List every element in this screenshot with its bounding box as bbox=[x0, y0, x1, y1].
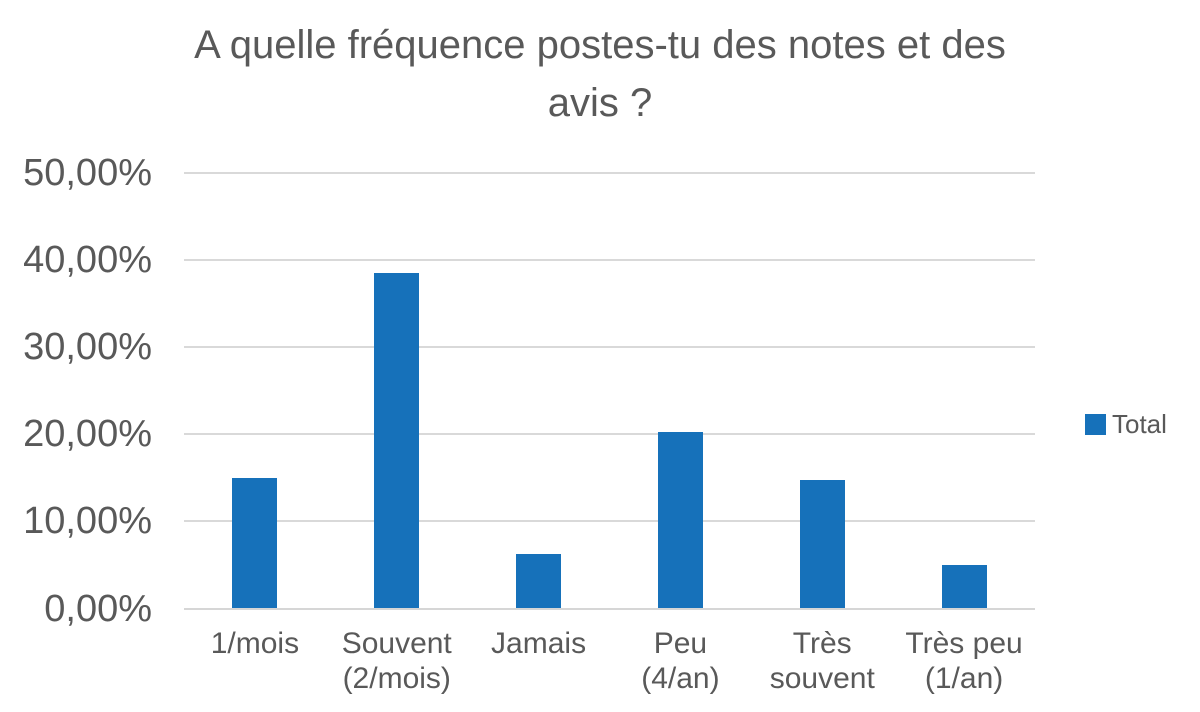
bar bbox=[799, 479, 845, 609]
x-axis-category-label-line: Très bbox=[792, 627, 852, 660]
x-axis-category-label: Très souvent bbox=[751, 626, 893, 696]
x-axis-category-label: Peu (4/an) bbox=[610, 626, 752, 696]
x-axis-category-label-line: Très peu bbox=[905, 627, 1023, 660]
x-axis-category-label-line: Souvent bbox=[341, 627, 452, 660]
y-axis-tick-label: 20,00% bbox=[23, 413, 152, 456]
x-axis-category-label-line: souvent bbox=[769, 662, 875, 695]
x-axis-category-label-line: (1/an) bbox=[924, 662, 1004, 695]
bar bbox=[374, 273, 420, 609]
x-axis-category-label-line: Peu bbox=[653, 627, 708, 660]
x-axis-category-label-line: Jamais bbox=[491, 627, 587, 660]
chart-title-line: A quelle fréquence postes-tu des notes e… bbox=[194, 23, 1006, 67]
y-axis-tick-label: 10,00% bbox=[23, 500, 152, 543]
gridline bbox=[184, 346, 1035, 349]
bar bbox=[232, 477, 278, 609]
gridline bbox=[184, 172, 1035, 174]
bar bbox=[516, 553, 562, 609]
chart-title-line: avis ? bbox=[547, 81, 653, 125]
x-axis-category-label: Jamais bbox=[468, 626, 610, 661]
chart-title: A quelle fréquence postes-tu des notes e… bbox=[0, 16, 1200, 132]
legend: Total bbox=[1085, 411, 1167, 437]
gridline bbox=[184, 433, 1035, 436]
x-axis-category-label-line: (2/mois) bbox=[342, 662, 451, 695]
y-axis-tick-label: 30,00% bbox=[23, 326, 152, 369]
x-axis-category-label: Très peu (1/an) bbox=[893, 626, 1035, 696]
x-axis-category-label: 1/mois bbox=[184, 626, 326, 661]
x-axis-category-label-line: 1/mois bbox=[210, 627, 300, 660]
bar bbox=[941, 564, 987, 609]
gridline bbox=[184, 259, 1035, 262]
y-axis-tick-label: 40,00% bbox=[23, 239, 152, 282]
x-axis-category-label-line: (4/an) bbox=[641, 662, 720, 695]
y-axis-tick-label: 50,00% bbox=[23, 152, 152, 194]
x-axis-line bbox=[184, 607, 1035, 610]
y-axis-tick-label: 0,00% bbox=[44, 587, 152, 630]
gridline bbox=[184, 520, 1035, 523]
bar bbox=[657, 431, 703, 609]
legend-swatch-icon bbox=[1085, 413, 1106, 435]
x-axis-category-label: Souvent (2/mois) bbox=[326, 626, 468, 696]
legend-label: Total bbox=[1112, 409, 1167, 439]
